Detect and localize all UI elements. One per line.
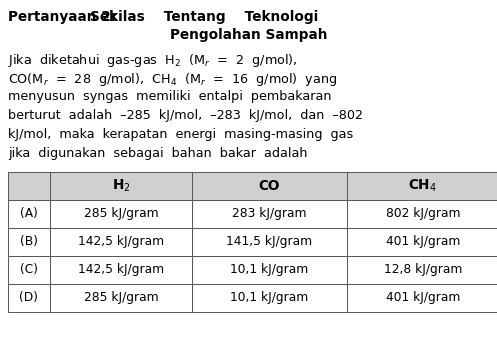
Bar [347,228,497,256]
Bar [8,284,50,312]
Text: CH$_4$: CH$_4$ [409,178,437,194]
Bar [347,172,497,200]
Text: (D): (D) [19,291,38,304]
Text: 142,5 kJ/gram: 142,5 kJ/gram [78,236,164,248]
Bar [8,256,50,284]
Bar [192,172,347,200]
Bar [192,284,347,312]
Text: Pertanyaan 2:: Pertanyaan 2: [8,10,116,24]
Text: (C): (C) [20,263,38,276]
Text: 401 kJ/gram: 401 kJ/gram [386,291,460,304]
Text: 10,1 kJ/gram: 10,1 kJ/gram [231,263,309,276]
Bar [50,200,192,228]
Text: Jika  diketahui  gas-gas  H$_2$  (M$_r$  =  2  g/mol),: Jika diketahui gas-gas H$_2$ (M$_r$ = 2 … [8,52,298,69]
Text: Pengolahan Sampah: Pengolahan Sampah [170,28,327,42]
Bar [50,284,192,312]
Bar [50,228,192,256]
Text: Sekilas    Tentang    Teknologi: Sekilas Tentang Teknologi [90,10,318,24]
Bar [347,256,497,284]
Bar [8,172,50,200]
Bar [8,200,50,228]
Text: 283 kJ/gram: 283 kJ/gram [232,208,307,221]
Bar [192,200,347,228]
Bar [50,256,192,284]
Bar [347,200,497,228]
Text: kJ/mol,  maka  kerapatan  energi  masing-masing  gas: kJ/mol, maka kerapatan energi masing-mas… [8,128,353,141]
Text: H$_2$: H$_2$ [112,178,130,194]
Text: menyusun  syngas  memiliki  entalpi  pembakaran: menyusun syngas memiliki entalpi pembaka… [8,90,331,103]
Text: 401 kJ/gram: 401 kJ/gram [386,236,460,248]
Text: (A): (A) [20,208,38,221]
Text: 285 kJ/gram: 285 kJ/gram [83,208,159,221]
Text: CO: CO [259,179,280,193]
Text: CO(M$_r$  =  28  g/mol),  CH$_4$  (M$_r$  =  16  g/mol)  yang: CO(M$_r$ = 28 g/mol), CH$_4$ (M$_r$ = 16… [8,71,337,88]
Text: 141,5 kJ/gram: 141,5 kJ/gram [227,236,313,248]
Bar [50,172,192,200]
Bar [8,228,50,256]
Text: 285 kJ/gram: 285 kJ/gram [83,291,159,304]
Text: berturut  adalah  –285  kJ/mol,  –283  kJ/mol,  dan  –802: berturut adalah –285 kJ/mol, –283 kJ/mol… [8,109,363,122]
Bar [347,284,497,312]
Text: 802 kJ/gram: 802 kJ/gram [386,208,460,221]
Text: 10,1 kJ/gram: 10,1 kJ/gram [231,291,309,304]
Bar [192,228,347,256]
Text: 142,5 kJ/gram: 142,5 kJ/gram [78,263,164,276]
Bar [192,256,347,284]
Text: (B): (B) [20,236,38,248]
Text: jika  digunakan  sebagai  bahan  bakar  adalah: jika digunakan sebagai bahan bakar adala… [8,147,308,160]
Text: 12,8 kJ/gram: 12,8 kJ/gram [384,263,462,276]
